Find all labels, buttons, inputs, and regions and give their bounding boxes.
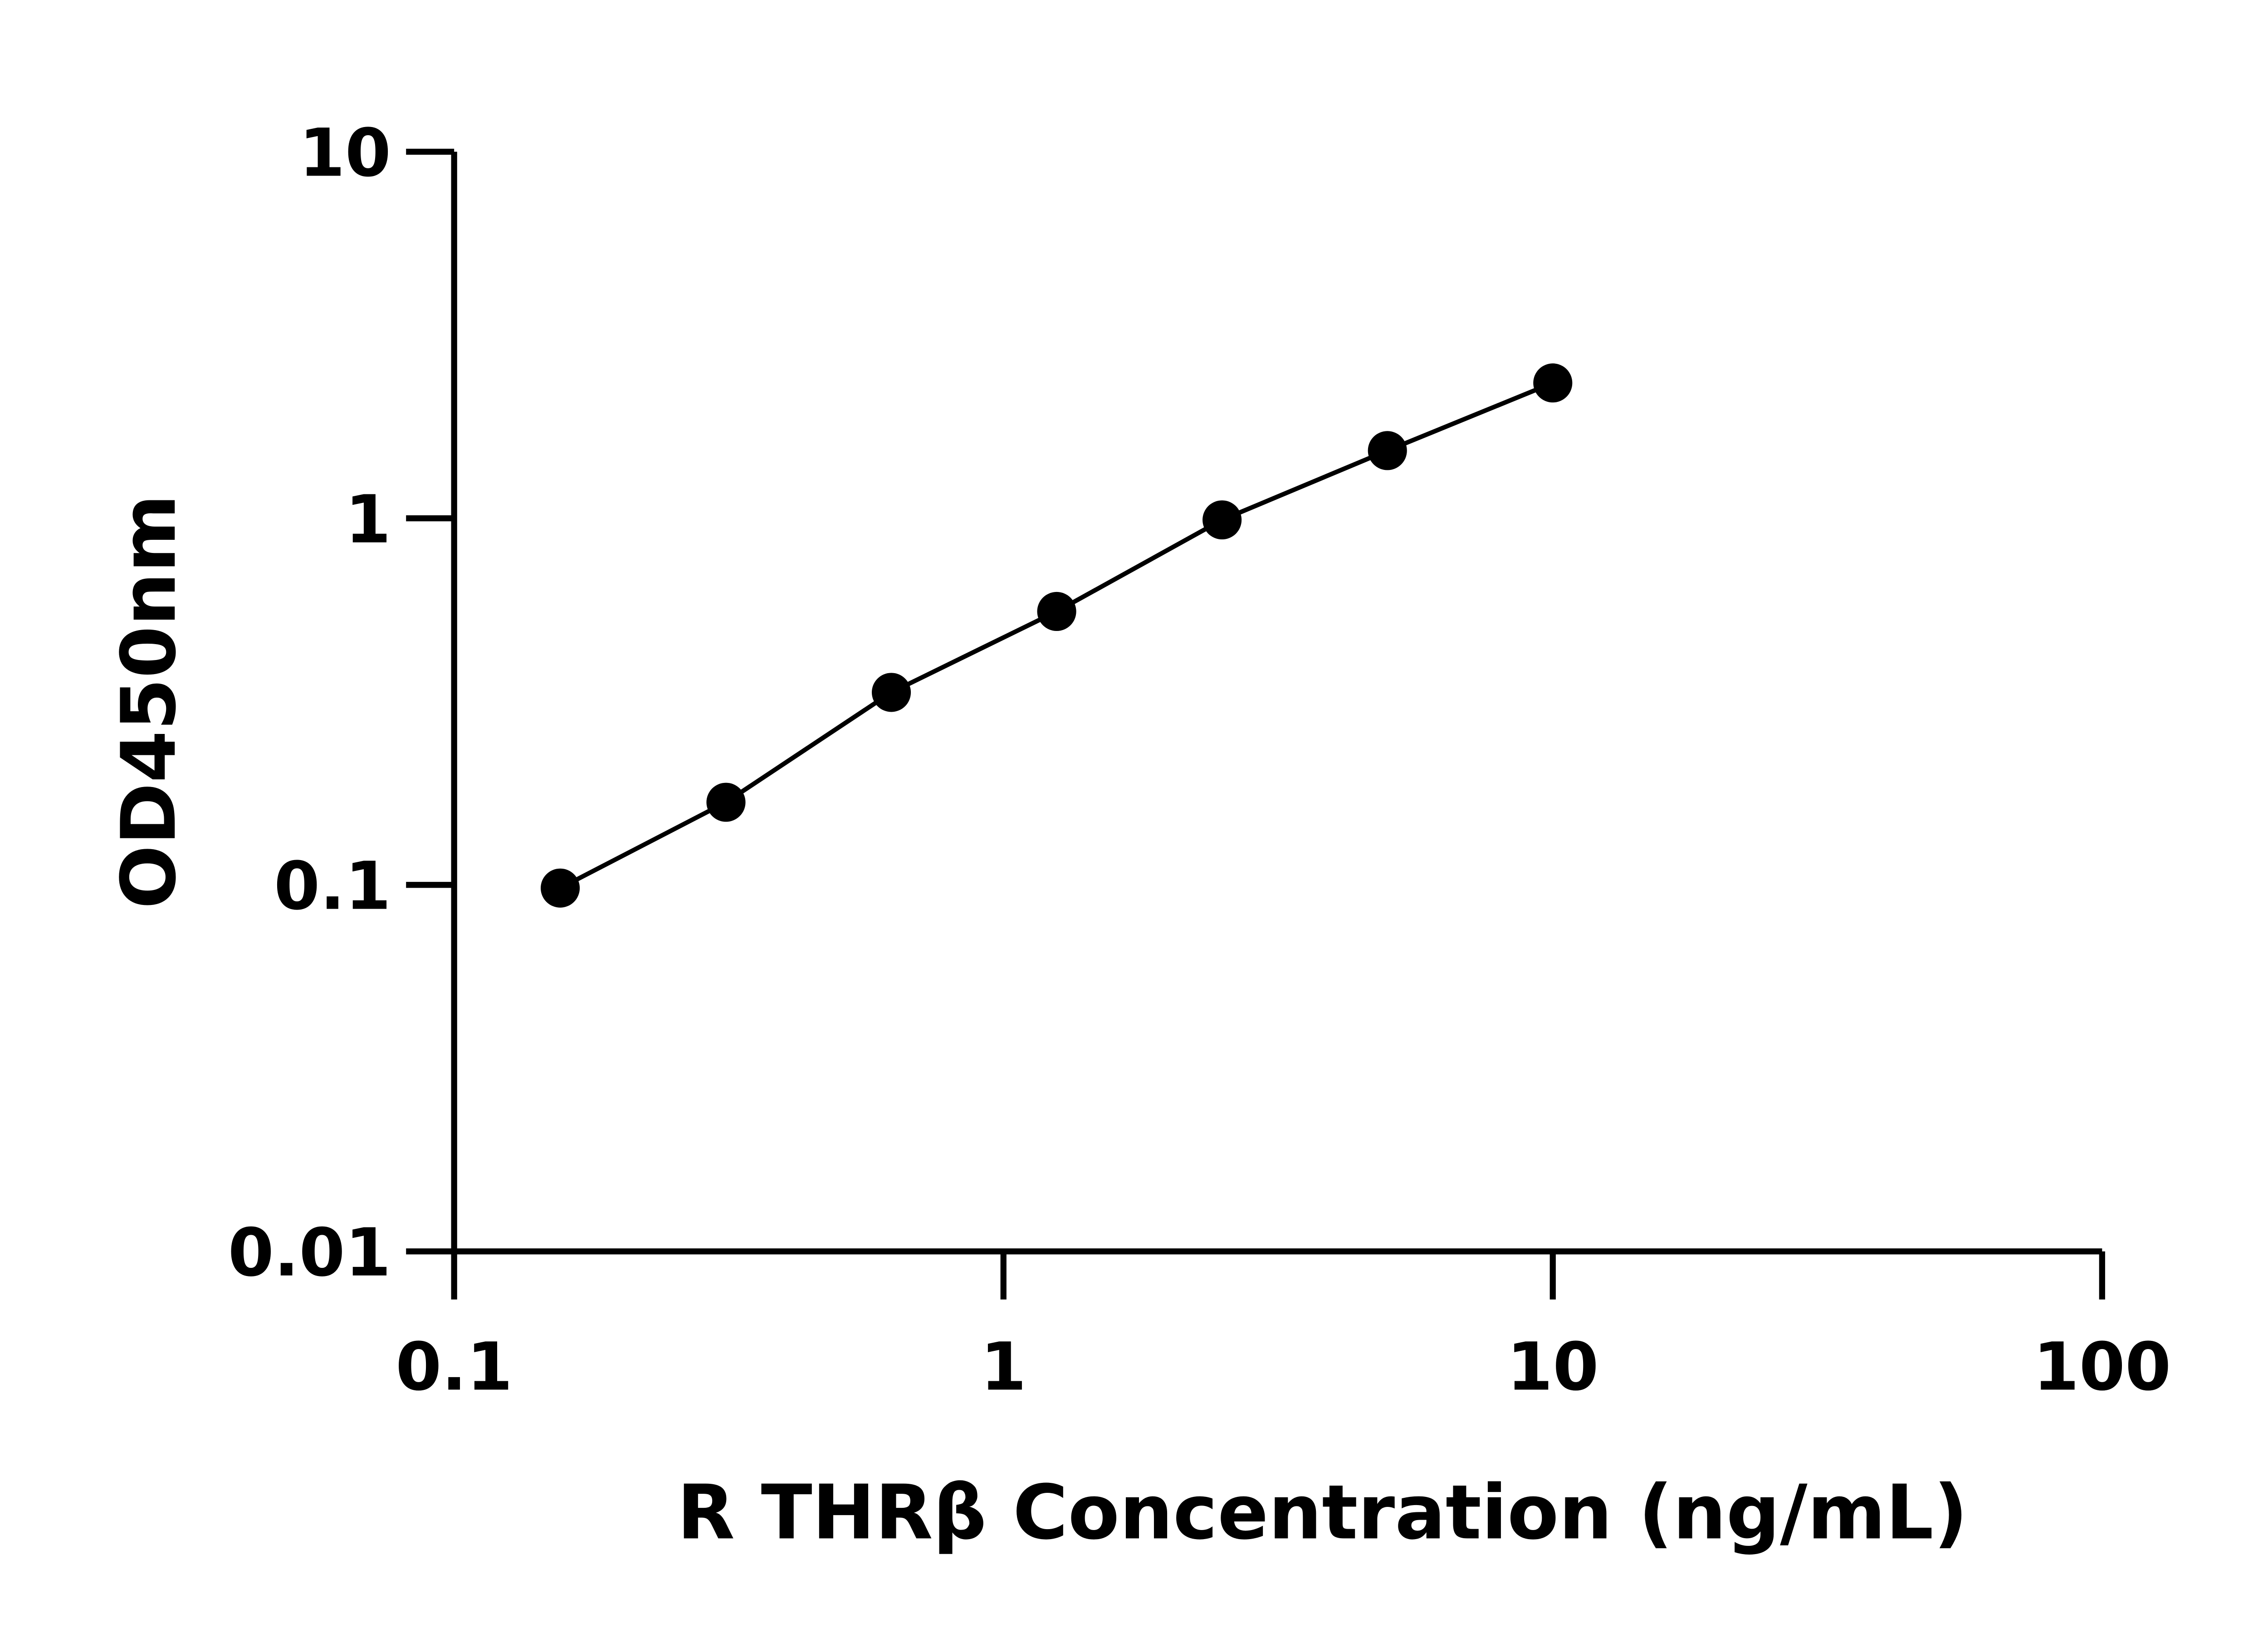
x-tick-label: 1 <box>981 1329 1026 1405</box>
data-point <box>1368 431 1407 470</box>
data-series <box>541 363 1573 908</box>
y-tick-label: 0.1 <box>274 848 391 925</box>
axes <box>406 148 2105 1300</box>
x-tick-label: 100 <box>2033 1329 2171 1405</box>
x-axis-label: R THRβ Concentration (ng/mL) <box>677 1469 1968 1556</box>
data-point <box>1202 500 1242 540</box>
x-tick-label: 0.1 <box>396 1329 513 1405</box>
y-tick-label: 1 <box>345 482 391 558</box>
data-point <box>706 782 746 822</box>
data-point <box>1533 363 1573 403</box>
x-tick-label: 10 <box>1507 1329 1599 1405</box>
y-axis-label: OD450nm <box>105 494 193 909</box>
data-point <box>871 673 911 712</box>
y-tick-label: 10 <box>299 115 391 191</box>
y-tick-label: 0.01 <box>228 1215 391 1291</box>
data-point <box>541 868 580 908</box>
data-point <box>1037 592 1076 631</box>
